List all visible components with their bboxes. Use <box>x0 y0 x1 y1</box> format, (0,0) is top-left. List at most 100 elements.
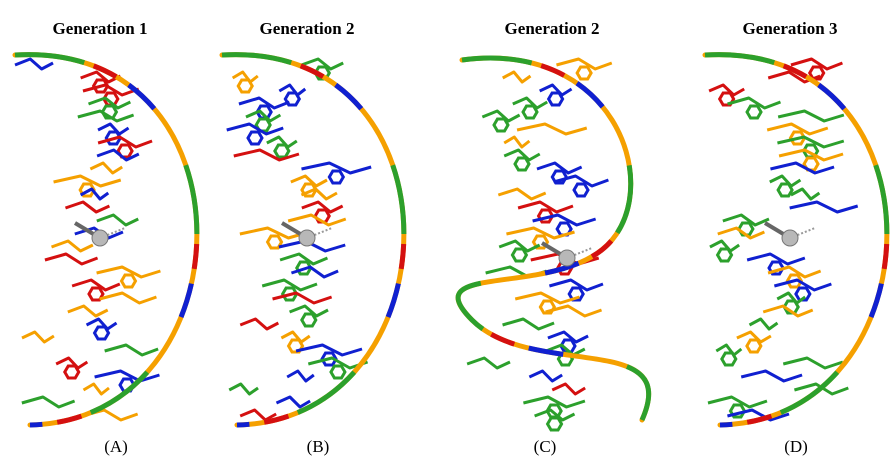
base-stick <box>553 174 609 188</box>
base-ring <box>745 338 763 354</box>
base-stick <box>722 213 770 227</box>
backbone <box>704 52 890 428</box>
base-stick <box>97 122 130 136</box>
base-stick <box>67 304 109 318</box>
base-ring <box>546 91 565 107</box>
base-stick <box>96 213 139 227</box>
base-stick <box>773 278 832 292</box>
base-stick <box>748 317 779 331</box>
base-stick <box>21 395 76 409</box>
base-ring <box>513 156 531 172</box>
base-stick <box>782 356 844 370</box>
base-stick <box>727 408 790 422</box>
base-stick <box>96 148 140 162</box>
base-stick <box>506 226 575 240</box>
base-stick <box>50 239 94 253</box>
base-stick <box>736 330 772 344</box>
base-stick <box>301 161 372 175</box>
base-stick <box>286 369 315 383</box>
base-stick <box>287 213 347 227</box>
base-ring <box>286 338 305 354</box>
base-stick <box>71 278 121 292</box>
base-stick <box>82 382 110 396</box>
base-ring <box>728 403 747 419</box>
ligand-atom <box>558 249 576 267</box>
base-ring <box>280 286 299 302</box>
base-ring <box>550 169 569 185</box>
base-ring <box>715 247 734 263</box>
base-stick <box>238 96 290 110</box>
backbone <box>221 52 407 428</box>
base-ring <box>329 364 347 380</box>
base-stick <box>708 83 745 97</box>
base-stick <box>717 226 765 240</box>
base-ring <box>807 65 826 81</box>
base-stick <box>536 161 583 175</box>
base-stick <box>300 187 338 201</box>
base-ring <box>521 104 539 120</box>
base-ring <box>104 130 123 146</box>
base-ring <box>91 78 110 94</box>
base-ring <box>776 182 794 198</box>
base-stick <box>777 109 845 123</box>
base-stick <box>516 122 588 136</box>
base-stick <box>77 109 135 123</box>
base-stick <box>466 356 511 370</box>
base-ring <box>572 182 590 198</box>
base-stick <box>793 382 849 396</box>
panel-label: (B) <box>307 437 330 456</box>
base-stick <box>514 291 580 305</box>
base-stick <box>96 265 161 279</box>
base-stick <box>97 135 153 149</box>
base-stick <box>53 174 122 188</box>
base-stick <box>523 395 586 409</box>
base-stick <box>79 187 110 201</box>
base-stick <box>790 57 843 71</box>
panel-title: Generation 2 <box>505 19 600 38</box>
base-stick <box>547 330 589 344</box>
base-stick <box>104 343 159 357</box>
base-stick <box>709 239 741 253</box>
base-stick <box>707 395 768 409</box>
panel-title: Generation 3 <box>743 19 838 38</box>
base-ring <box>254 117 272 133</box>
panel-title: Generation 2 <box>260 19 355 38</box>
base-ring <box>119 273 138 289</box>
base-stick <box>89 161 124 175</box>
base-stick <box>545 304 603 318</box>
base-stick <box>502 70 532 84</box>
base-ring <box>720 351 738 367</box>
base-stick <box>517 200 574 214</box>
base-stick <box>790 187 821 201</box>
panel-label: (A) <box>104 437 128 456</box>
base-stick <box>99 291 157 305</box>
base-stick <box>778 148 844 162</box>
base-ring <box>492 117 510 133</box>
base-stick <box>80 70 122 84</box>
base-stick <box>275 395 311 409</box>
base-stick <box>239 408 277 422</box>
base-stick <box>727 96 782 110</box>
base-stick <box>715 343 743 357</box>
base-stick <box>528 369 563 383</box>
base-ring <box>567 286 585 302</box>
base-stick <box>503 148 541 162</box>
ligand-atom <box>298 229 316 247</box>
base-ring <box>265 234 284 250</box>
base-stick <box>497 187 547 201</box>
base-ring <box>116 143 134 159</box>
base-ring <box>246 130 264 146</box>
base-stick <box>545 343 586 357</box>
base-stick <box>278 239 346 253</box>
backbone <box>704 52 890 428</box>
base-stick <box>740 369 803 383</box>
backbone <box>14 52 200 428</box>
base-stick <box>233 148 300 162</box>
base-stick <box>231 70 259 84</box>
base-stick <box>532 213 597 227</box>
base-ring <box>236 78 254 94</box>
base-stick <box>301 200 344 214</box>
base-stick <box>94 369 160 383</box>
base-ring <box>538 299 557 315</box>
